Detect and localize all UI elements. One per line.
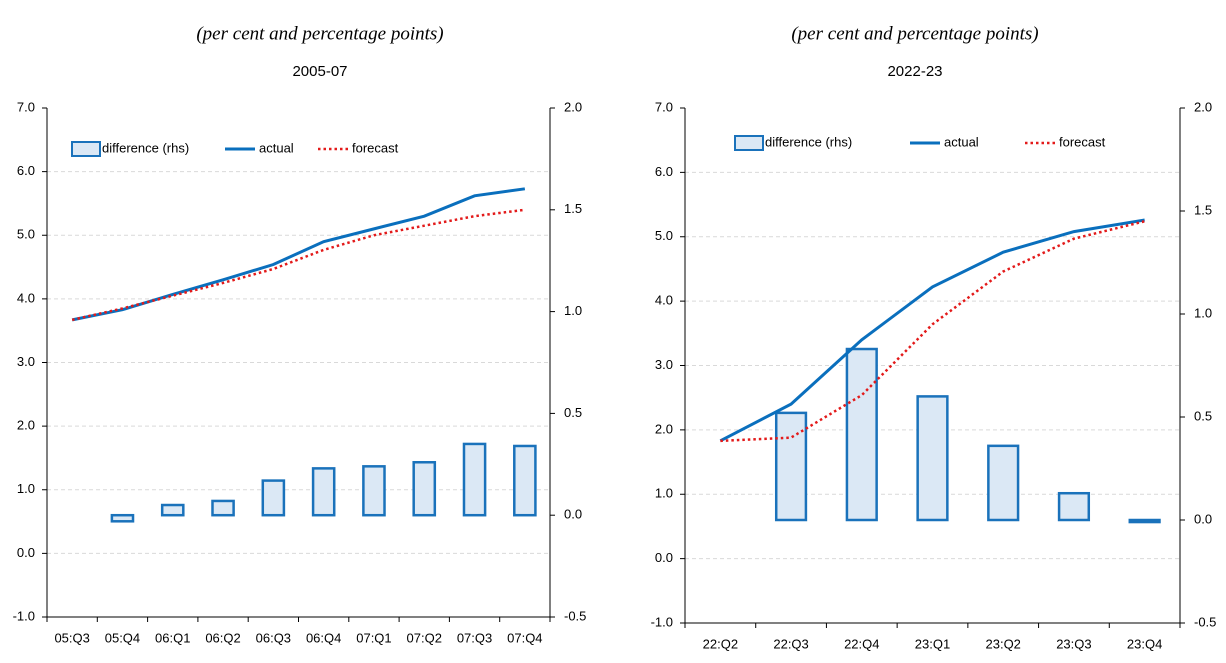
y-tick-label: 6.0 <box>655 164 673 179</box>
y-tick-label: 7.0 <box>17 99 35 114</box>
y2-tick-label: 2.0 <box>564 99 582 114</box>
y-tick-label: 1.0 <box>655 486 673 501</box>
y-tick-label: 4.0 <box>17 290 35 305</box>
y-tick-label: -1.0 <box>651 614 673 629</box>
line <box>720 220 1145 443</box>
x-tick-label: 07:Q4 <box>507 630 542 645</box>
y2-tick-label: 1.5 <box>1194 202 1212 217</box>
y2-tick-label: -0.5 <box>564 608 586 623</box>
y-tick-label: 3.0 <box>17 354 35 369</box>
bar <box>160 503 185 517</box>
bar <box>513 444 537 517</box>
legend-label: actual <box>944 134 979 149</box>
x-tick-label: 07:Q3 <box>457 630 492 645</box>
y2-tick-label: 0.5 <box>564 405 582 420</box>
bar <box>1057 491 1091 522</box>
x-tick-label: 23:Q2 <box>986 636 1021 651</box>
y2-tick-label: 2.0 <box>1194 99 1212 114</box>
y-tick-label: 0.0 <box>17 545 35 560</box>
y-tick-label: -1.0 <box>13 608 35 623</box>
bar <box>412 461 437 517</box>
y-tick-label: 7.0 <box>655 99 673 114</box>
line <box>719 218 1145 443</box>
x-tick-label: 07:Q1 <box>356 630 391 645</box>
bar <box>1128 518 1161 524</box>
x-tick-label: 23:Q1 <box>915 636 950 651</box>
y-tick-label: 2.0 <box>655 421 673 436</box>
title: 2005-07 <box>292 63 347 80</box>
y-tick-label: 5.0 <box>655 228 673 243</box>
x-tick-label: 22:Q3 <box>773 636 808 651</box>
legend-label: forecast <box>352 140 399 155</box>
y-tick-label: 2.0 <box>17 418 35 433</box>
x-tick-label: 07:Q2 <box>407 630 442 645</box>
legend-label: actual <box>259 140 294 155</box>
legend-swatch <box>734 135 764 151</box>
y2-tick-label: 0.0 <box>564 507 582 522</box>
x-tick-label: 23:Q3 <box>1056 636 1091 651</box>
y-tick-label: 6.0 <box>17 163 35 178</box>
x-tick-label: 05:Q3 <box>54 630 89 645</box>
y2-tick-label: -0.5 <box>1194 614 1216 629</box>
subtitle: (per cent and percentage points) <box>196 23 443 44</box>
x-tick-label: 22:Q2 <box>703 636 738 651</box>
x-tick-label: 06:Q3 <box>256 630 291 645</box>
legend-label: difference (rhs) <box>102 140 189 155</box>
line <box>71 208 526 322</box>
y-tick-label: 4.0 <box>655 293 673 308</box>
x-tick-label: 23:Q4 <box>1127 636 1162 651</box>
bar <box>845 347 878 522</box>
title: 2022-23 <box>887 63 942 80</box>
y-tick-label: 0.0 <box>655 550 673 565</box>
y2-tick-label: 0.0 <box>1194 511 1212 526</box>
y2-tick-label: 1.0 <box>1194 305 1212 320</box>
bar <box>987 444 1020 522</box>
x-tick-label: 06:Q2 <box>205 630 240 645</box>
x-tick-label: 06:Q1 <box>155 630 190 645</box>
y-tick-label: 5.0 <box>17 227 35 242</box>
legend-label: difference (rhs) <box>765 134 852 149</box>
legend-swatch <box>71 141 101 157</box>
y-tick-label: 3.0 <box>655 357 673 372</box>
y2-tick-label: 1.5 <box>564 201 582 216</box>
x-tick-label: 06:Q4 <box>306 630 341 645</box>
legend-label: forecast <box>1059 134 1106 149</box>
bar <box>362 465 386 517</box>
bar <box>211 499 235 517</box>
bar <box>462 442 487 517</box>
bar <box>916 395 949 522</box>
y-tick-label: 1.0 <box>17 481 35 496</box>
x-tick-label: 05:Q4 <box>105 630 140 645</box>
subtitle: (per cent and percentage points) <box>791 23 1038 44</box>
y2-tick-label: 1.0 <box>564 303 582 318</box>
bar <box>311 467 336 517</box>
line <box>71 187 526 322</box>
bar <box>261 479 286 517</box>
bar <box>774 411 808 522</box>
y2-tick-label: 0.5 <box>1194 408 1212 423</box>
bar <box>110 513 135 523</box>
x-tick-label: 22:Q4 <box>844 636 879 651</box>
